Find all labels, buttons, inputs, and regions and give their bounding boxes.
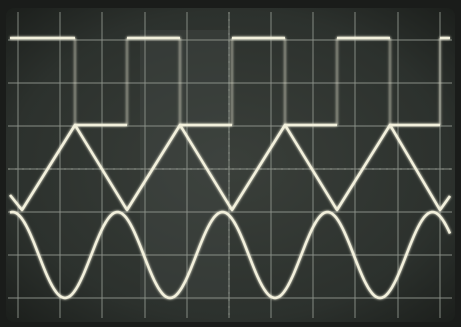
screen <box>6 8 455 322</box>
glare <box>140 30 230 300</box>
oscilloscope-screen <box>0 0 461 327</box>
body: (() => { JSON.parse(document.getElementB… <box>0 0 461 327</box>
page: Oscilloscope {} html, body { margin: 0; … <box>0 0 461 327</box>
